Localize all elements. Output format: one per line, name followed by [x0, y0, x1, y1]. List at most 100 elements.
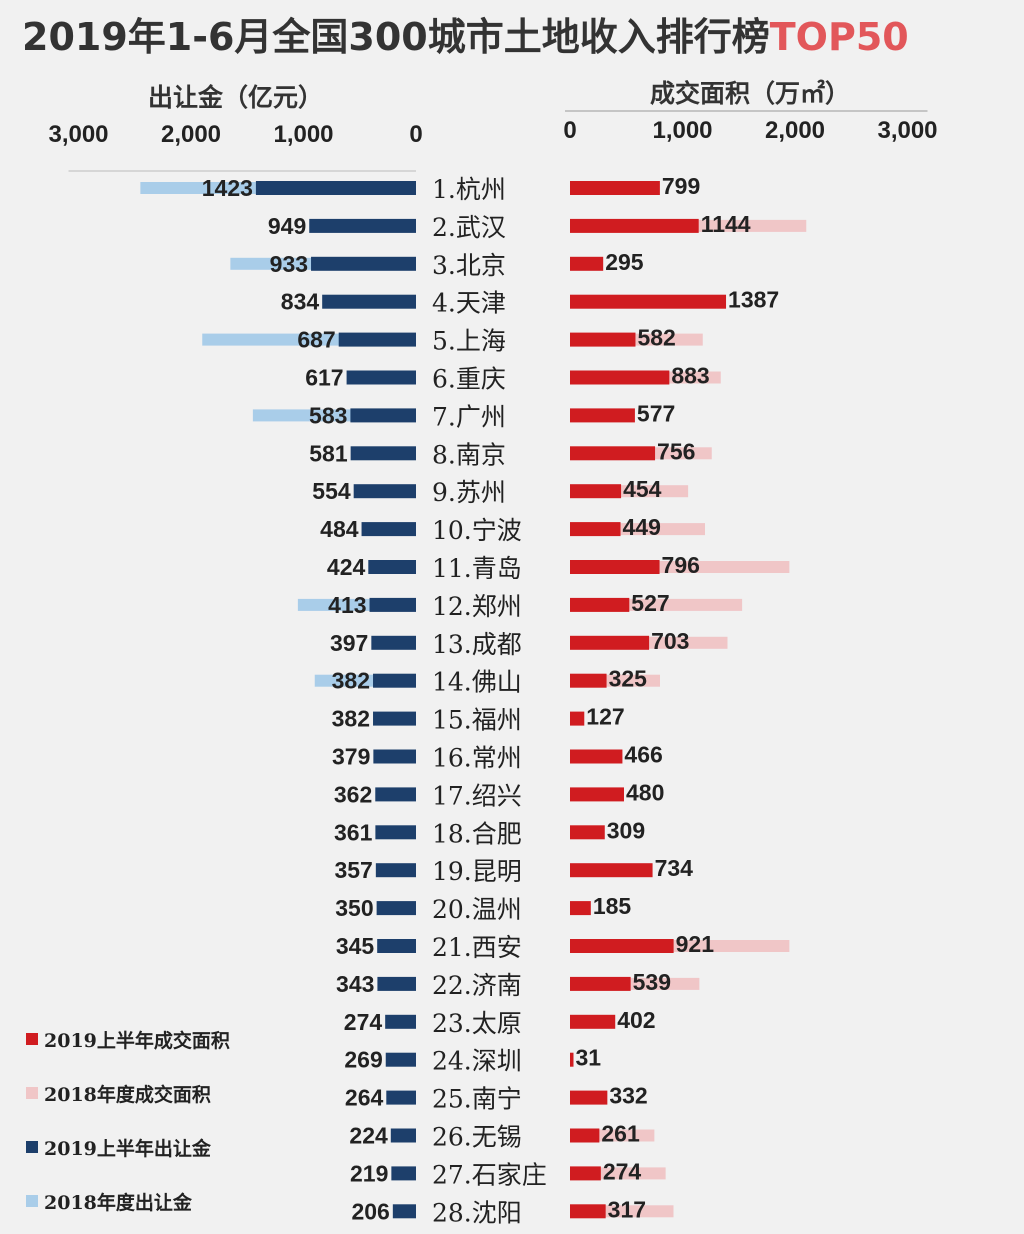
left-tick-label: 3,000 — [48, 121, 108, 148]
legend: 2019上半年成交面积 2018年度成交面积 2019上半年出让金 2018年度… — [26, 1012, 230, 1228]
land-price-value-label: 219 — [350, 1160, 388, 1186]
city-label: 4.天津 — [432, 289, 506, 318]
area-2019-bar — [570, 218, 699, 233]
area-2019-bar — [570, 863, 653, 878]
land-price-value-label: 206 — [351, 1198, 389, 1224]
left-tick-label: 0 — [409, 121, 422, 148]
right-tick-label: 3,000 — [877, 117, 937, 144]
area-2019-bar — [570, 749, 623, 764]
legend-swatch — [26, 1195, 38, 1207]
area-2019-bar — [570, 1052, 574, 1067]
area-value-label: 582 — [637, 325, 675, 351]
area-value-label: 480 — [626, 779, 664, 805]
right-tick-label: 1,000 — [652, 117, 712, 144]
land-price-2019-bar — [377, 939, 416, 953]
area-2019-bar — [570, 332, 636, 347]
legend-label: 2018年度出让金 — [44, 1191, 192, 1214]
legend-item: 2018年度成交面积 — [26, 1066, 230, 1120]
legend-label: 2019上半年出让金 — [44, 1137, 211, 1160]
land-price-value-label: 382 — [332, 668, 370, 694]
area-value-label: 449 — [623, 514, 661, 540]
city-label: 3.北京 — [432, 251, 506, 280]
legend-item: 2019上半年出让金 — [26, 1120, 230, 1174]
area-2019-bar — [570, 1128, 600, 1143]
city-label: 11.青岛 — [432, 554, 522, 583]
land-price-value-label: 933 — [270, 251, 308, 277]
city-label: 26.无锡 — [432, 1123, 522, 1152]
area-2019-bar — [570, 711, 585, 726]
land-price-2019-bar — [375, 825, 416, 840]
city-label: 14.佛山 — [432, 668, 522, 697]
area-value-label: 921 — [676, 931, 715, 957]
area-2019-bar — [570, 294, 727, 309]
land-price-2019-bar — [338, 332, 416, 347]
area-value-label: 539 — [633, 969, 671, 995]
area-value-label: 796 — [662, 552, 700, 578]
land-price-value-label: 1423 — [202, 175, 253, 201]
land-price-2019-bar — [386, 1090, 416, 1105]
area-2019-bar — [570, 787, 624, 802]
city-label: 19.昆明 — [432, 857, 522, 886]
city-label: 20.温州 — [432, 895, 522, 924]
land-price-2019-bar — [391, 1166, 416, 1181]
land-price-value-label: 264 — [345, 1085, 384, 1111]
area-2019-bar — [570, 181, 660, 195]
area-2019-bar — [570, 1166, 601, 1181]
city-label: 12.郑州 — [432, 592, 522, 621]
city-label: 24.深圳 — [432, 1047, 522, 1076]
land-price-value-label: 581 — [309, 440, 348, 466]
legend-swatch — [26, 1087, 38, 1099]
land-price-value-label: 949 — [268, 213, 306, 239]
land-price-value-label: 357 — [334, 857, 372, 883]
land-price-value-label: 274 — [344, 1009, 383, 1035]
land-price-2019-bar — [373, 711, 416, 726]
area-value-label: 1387 — [728, 287, 779, 313]
area-value-label: 883 — [671, 363, 709, 389]
area-value-label: 309 — [607, 817, 645, 843]
city-label: 8.南京 — [432, 440, 506, 469]
area-2019-bar — [570, 635, 650, 650]
land-price-2019-bar — [375, 863, 416, 878]
land-price-value-label: 382 — [332, 706, 370, 732]
area-value-label: 274 — [603, 1158, 642, 1184]
land-price-value-label: 350 — [335, 895, 373, 921]
area-value-label: 295 — [605, 249, 644, 275]
legend-item: 2018年度出让金 — [26, 1174, 230, 1228]
left-axis-title: 出让金（亿元） — [148, 83, 324, 112]
city-label: 6.重庆 — [432, 365, 506, 394]
area-2019-bar — [570, 484, 622, 499]
city-label: 13.成都 — [432, 630, 522, 659]
land-price-2019-bar — [311, 256, 416, 271]
legend-label: 2018年度成交面积 — [44, 1083, 211, 1106]
area-2019-bar — [570, 1014, 616, 1029]
legend-label: 2019上半年成交面积 — [44, 1029, 230, 1052]
land-price-value-label: 484 — [320, 516, 359, 542]
land-price-2019-bar — [350, 446, 416, 461]
city-label: 25.南宁 — [432, 1085, 522, 1114]
city-label: 28.沈阳 — [432, 1198, 522, 1227]
land-price-2019-bar — [377, 976, 416, 991]
area-2019-bar — [570, 522, 621, 537]
land-price-value-label: 361 — [334, 819, 373, 845]
land-price-2019-bar — [353, 484, 416, 499]
land-price-2019-bar — [375, 787, 416, 802]
land-price-2019-bar — [373, 673, 416, 688]
area-value-label: 466 — [624, 742, 662, 768]
area-value-label: 1144 — [701, 211, 751, 237]
area-value-label: 325 — [609, 666, 648, 692]
land-price-value-label: 554 — [312, 478, 351, 504]
land-price-2019-bar — [309, 218, 416, 233]
land-price-value-label: 424 — [327, 554, 366, 580]
land-price-value-label: 224 — [349, 1123, 388, 1149]
chart-title-main: 2019年1-6月全国300城市土地收入排行榜 — [22, 15, 770, 59]
land-price-2019-bar — [369, 597, 416, 612]
area-value-label: 703 — [651, 628, 689, 654]
chart-title-highlight: TOP50 — [769, 15, 909, 59]
city-label: 7.广州 — [432, 402, 506, 431]
area-2019-bar — [570, 1090, 608, 1105]
land-price-2019-bar — [392, 1204, 416, 1219]
land-price-2019-bar — [376, 901, 416, 916]
land-price-2019-bar — [322, 294, 416, 309]
city-label: 10.宁波 — [432, 516, 522, 545]
area-2019-bar — [570, 597, 630, 612]
